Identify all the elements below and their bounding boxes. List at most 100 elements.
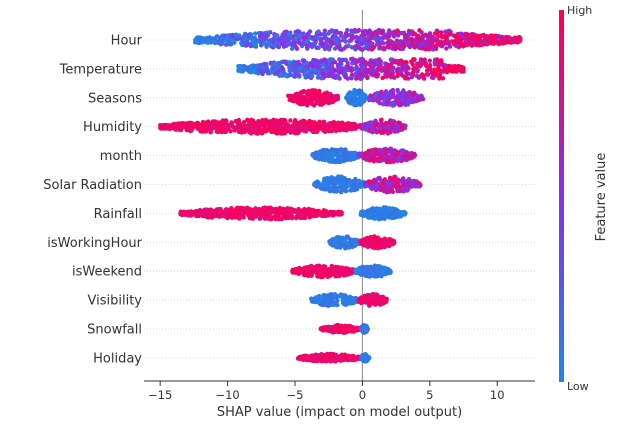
shap-point <box>381 102 386 107</box>
shap-point <box>379 39 385 45</box>
shap-point <box>391 183 397 189</box>
shap-point <box>246 208 251 213</box>
shap-point <box>339 69 344 75</box>
shap-point <box>400 176 406 181</box>
shap-point <box>483 35 488 41</box>
shap-point <box>395 28 400 33</box>
shap-point <box>441 41 446 47</box>
shap-point <box>439 34 445 40</box>
shap-point <box>421 73 426 78</box>
shap-point <box>307 43 312 48</box>
shap-point <box>463 32 468 37</box>
shap-point <box>264 68 270 73</box>
shap-point <box>384 189 390 195</box>
shap-point <box>338 34 344 39</box>
shap-point <box>391 94 396 99</box>
shap-point <box>317 269 322 274</box>
shap-point <box>237 120 243 126</box>
shap-point <box>312 68 317 73</box>
shap-point <box>344 126 349 132</box>
shap-point <box>386 28 392 33</box>
shap-point <box>431 71 437 76</box>
shap-point <box>349 45 355 50</box>
shap-point <box>246 120 252 126</box>
shap-point <box>204 127 209 132</box>
shap-point <box>249 213 254 218</box>
shap-point <box>247 129 252 135</box>
shap-point <box>282 30 287 35</box>
shap-point <box>383 146 388 152</box>
feature-points-rainfall <box>178 205 408 222</box>
shap-point <box>251 39 257 45</box>
shap-point <box>368 58 374 63</box>
shap-point <box>471 35 476 41</box>
shap-point <box>367 28 372 33</box>
shap-point <box>167 126 173 132</box>
shap-point <box>356 70 361 76</box>
shap-point <box>354 100 360 105</box>
shap-point <box>296 61 302 67</box>
shap-point <box>413 32 418 37</box>
shap-point <box>322 273 327 278</box>
shap-point <box>356 151 361 157</box>
shap-point <box>296 207 301 213</box>
shap-point <box>359 93 365 98</box>
shap-point <box>370 266 375 271</box>
shap-point <box>371 68 377 73</box>
shap-point <box>419 60 424 65</box>
shap-point <box>401 188 407 193</box>
shap-point <box>335 62 341 68</box>
shap-point <box>249 70 254 75</box>
shap-point <box>401 60 407 65</box>
shap-point <box>372 216 378 221</box>
shap-point <box>364 209 370 214</box>
shap-point <box>386 120 392 125</box>
shap-point <box>381 188 386 193</box>
shap-point <box>437 73 442 78</box>
shap-point <box>354 186 359 191</box>
shap-point <box>359 209 364 215</box>
shap-point <box>281 59 287 64</box>
shap-point <box>335 268 340 273</box>
shap-point <box>315 209 321 215</box>
shap-point <box>374 130 380 135</box>
shap-point <box>323 156 329 162</box>
shap-point <box>281 36 286 41</box>
shap-point <box>199 38 204 43</box>
shap-point <box>444 46 449 51</box>
shap-point <box>385 68 390 74</box>
shap-point <box>403 95 409 101</box>
shap-point <box>384 159 390 165</box>
shap-point <box>298 123 304 128</box>
shap-point <box>328 176 333 182</box>
shap-point <box>324 45 329 50</box>
shap-point <box>341 273 347 278</box>
shap-point <box>314 181 319 186</box>
shap-point <box>381 271 387 276</box>
shap-point <box>255 123 261 128</box>
shap-point <box>417 64 423 69</box>
shap-point <box>333 68 338 73</box>
feature-points-isweekend <box>290 263 393 280</box>
shap-point <box>256 38 262 43</box>
shap-point <box>336 273 342 278</box>
shap-point <box>307 29 313 34</box>
shap-point <box>331 213 336 218</box>
shap-point <box>347 271 352 276</box>
shap-point <box>324 210 329 216</box>
shap-point <box>378 117 384 123</box>
shap-point <box>343 185 349 190</box>
shap-point <box>329 270 334 275</box>
shap-point <box>290 127 296 133</box>
shap-point <box>253 31 258 36</box>
shap-point <box>460 66 465 72</box>
shap-point <box>343 243 348 249</box>
shap-point <box>217 208 222 213</box>
shap-point <box>440 76 446 81</box>
shap-point <box>334 148 339 153</box>
shap-point <box>181 121 186 127</box>
shap-point <box>386 268 392 273</box>
shap-point <box>284 38 289 44</box>
shap-point <box>339 47 344 52</box>
shap-point <box>209 39 215 44</box>
